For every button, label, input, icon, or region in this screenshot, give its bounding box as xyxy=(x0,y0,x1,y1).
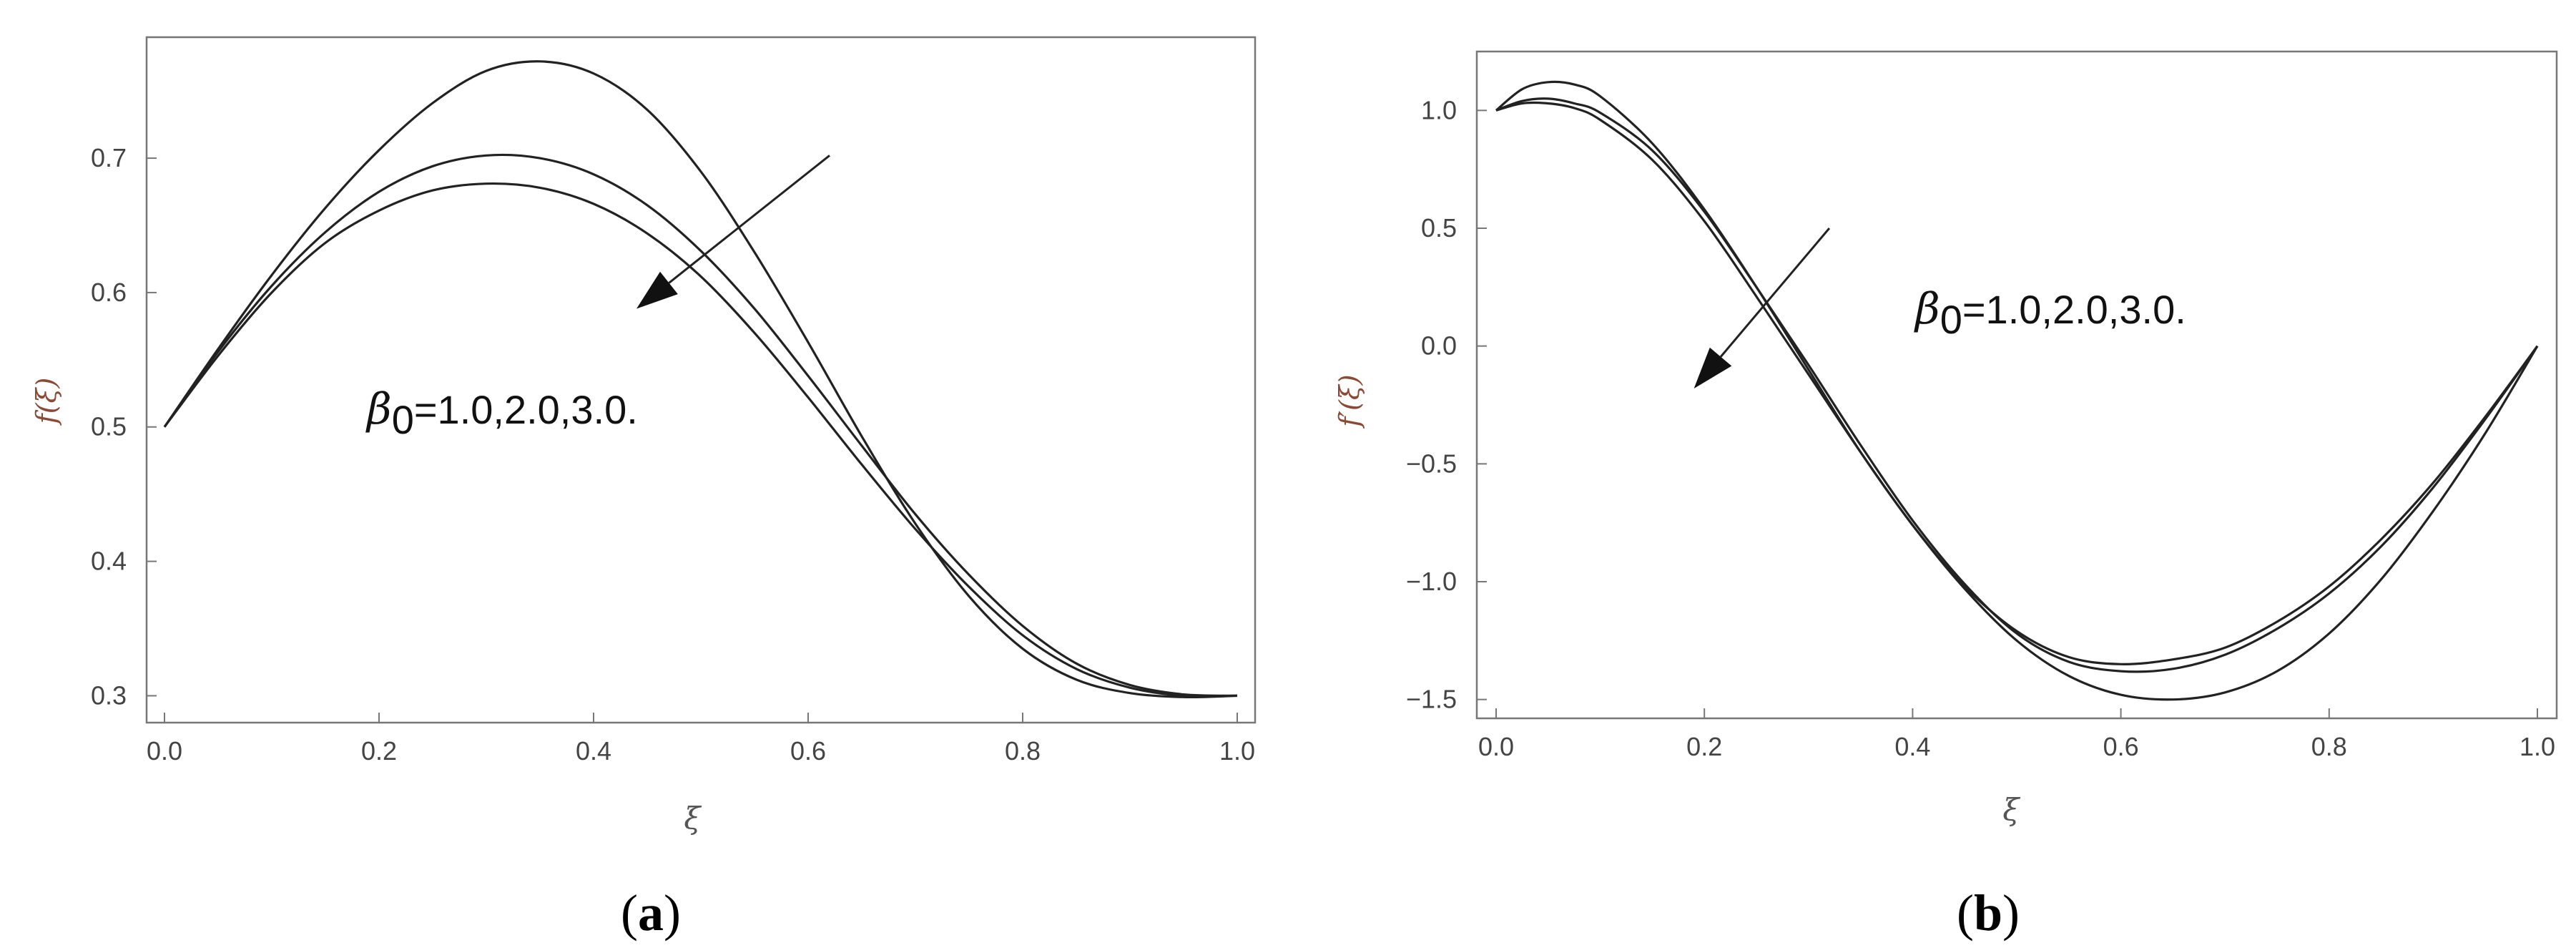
x-tick-label: 0.2 xyxy=(361,736,397,766)
arrow-shaft xyxy=(668,155,830,284)
x-tick-label: 0.8 xyxy=(2311,732,2347,761)
panel-letter-b: b xyxy=(1974,884,2002,942)
annotation-text: =1.0,2.0,3.0. xyxy=(1962,287,2186,332)
series-line-3 xyxy=(163,182,1238,698)
chart-b-frame xyxy=(1475,50,2558,720)
x-tick-label: 0.8 xyxy=(1005,736,1041,766)
chart-a-annotation: β0=1.0,2.0,3.0. xyxy=(365,384,638,442)
y-tick-label: 0.3 xyxy=(91,680,127,710)
y-tick-label: −1.5 xyxy=(1406,685,1457,714)
y-tick-label: 0.0 xyxy=(1421,331,1457,361)
chart-a: 0.0 0.2 0.4 0.6 0.8 1.0 0.3 0.4 0.5 0.6 0.7 ξ f(ξ)… xyxy=(31,36,1257,942)
annotation-subscript: 0 xyxy=(1940,297,1962,342)
arrow-head xyxy=(636,271,678,309)
x-tick-label: 0.0 xyxy=(147,736,182,766)
series-line-2 xyxy=(163,153,1238,697)
series-line-2 xyxy=(1495,97,2539,673)
chart-b: 0.0 0.2 0.4 0.6 0.8 1.01.00.50.0−0.5−1.0−1.5 … xyxy=(1334,50,2558,942)
chart-a-frame xyxy=(145,36,1257,724)
chart-b-series xyxy=(1495,80,2539,701)
annotation-symbol: β xyxy=(1914,284,1940,334)
arrow-head xyxy=(1693,347,1732,389)
series-line-1 xyxy=(1495,80,2539,701)
series-line-3 xyxy=(1495,101,2539,665)
y-tick-label: 1.0 xyxy=(1421,95,1457,124)
x-tick-label: 0.4 xyxy=(1894,732,1930,761)
x-tick-label: 1.0 xyxy=(2520,732,2555,761)
y-tick-label: 0.6 xyxy=(91,278,127,307)
annotation-subscript: 0 xyxy=(392,397,414,442)
chart-b-ticks: 0.0 0.2 0.4 0.6 0.8 1.0 1.0 0.5 0.0 −0.5 −1.0 −1.5 xyxy=(1406,95,2555,761)
panel-label-b: (b) xyxy=(1957,884,2020,942)
chart-a-xlabel: ξ xyxy=(684,801,702,836)
panel-label-a: (a) xyxy=(621,884,681,942)
y-tick-label: 0.4 xyxy=(91,547,127,576)
x-tick-label: 0.0 xyxy=(1478,732,1514,761)
chart-b-annotation: β0=1.0,2.0,3.0. xyxy=(1914,284,2186,342)
annotation-symbol: β xyxy=(365,384,392,434)
x-tick-label: 0.4 xyxy=(576,736,611,766)
panel-letter-a: a xyxy=(638,884,664,942)
x-tick-label: 0.6 xyxy=(790,736,826,766)
arrow-shaft xyxy=(1719,228,1831,358)
series-line-1 xyxy=(163,60,1238,699)
y-tick-label: −1.0 xyxy=(1406,567,1457,596)
x-tick-label: 1.0 xyxy=(1219,736,1255,766)
chart-b-ylabel: f′(ξ) xyxy=(1334,374,1365,429)
chart-a-series xyxy=(163,60,1238,699)
chart-b-xlabel: ξ xyxy=(2002,792,2020,827)
chart-b-arrow xyxy=(1693,228,1831,389)
y-tick-label: 0.5 xyxy=(1421,213,1457,243)
chart-a-ticks: 0.0 0.2 0.4 0.6 0.8 1.0 0.3 0.4 0.5 0.6 0.7 xyxy=(91,143,1255,766)
x-tick-label: 0.6 xyxy=(2103,732,2139,761)
x-tick-label: 0.2 xyxy=(1686,732,1722,761)
y-tick-label: −0.5 xyxy=(1406,449,1457,478)
y-tick-label: 0.7 xyxy=(91,143,127,172)
chart-a-arrow xyxy=(636,155,830,309)
y-tick-label: 0.5 xyxy=(91,412,127,441)
annotation-text: =1.0,2.0,3.0. xyxy=(414,387,638,432)
chart-a-ylabel: f(ξ) xyxy=(31,378,62,426)
